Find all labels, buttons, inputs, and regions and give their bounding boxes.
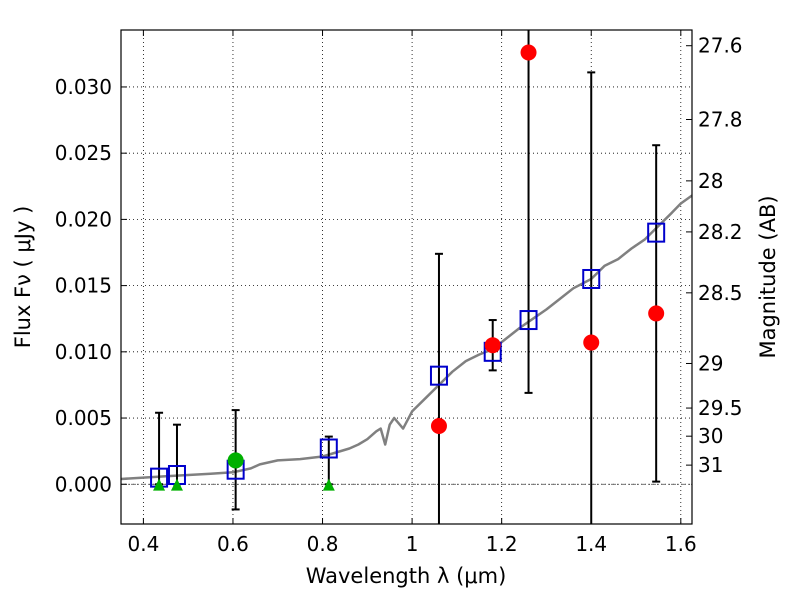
optical-detection-point [227,452,244,469]
y-tick-label: 0.025 [55,141,112,165]
markers-layer [150,44,666,491]
y-tick-label: 0.005 [55,406,112,430]
detection-point [583,334,600,351]
model-photometry-square [429,365,448,386]
upper-limit-triangle [170,478,183,491]
detection-point [430,417,447,434]
y2-tick-label: 28 [698,169,723,193]
model-spectrum-layer [121,194,692,481]
x-tick-label: 1 [406,532,419,556]
x-tick-label: 1.6 [665,532,697,556]
y-tick-label: 0.030 [55,75,112,99]
y2-tick-label: 29.5 [698,396,743,420]
y-tick-label: 0.020 [55,207,112,231]
x-tick-label: 1.2 [486,532,518,556]
y2-tick-label: 27.6 [698,34,743,58]
model-photometry-square [319,438,338,459]
y-tick-label: 0.010 [55,340,112,364]
detection-point [484,337,501,354]
upper-limit-triangle [153,478,166,491]
y-axis-label: Flux Fν ( μJy ) [11,206,35,349]
y2-tick-label: 30 [698,424,723,448]
y-tick-label: 0.015 [55,274,112,298]
x-tick-label: 0.6 [217,532,249,556]
y2-tick-label: 27.8 [698,107,743,131]
y2-tick-label: 31 [698,453,723,477]
detection-point [648,305,665,322]
ticks-layer: 0.4 0.6 0.8 1 1.2 1.4 1.6 0.000 0.005 0.010 0.015 0… [55,30,743,556]
x-tick-label: 1.4 [575,532,607,556]
y2-tick-label: 28.2 [698,220,743,244]
model-photometry-square [647,222,666,243]
grid [121,30,692,524]
detection-point [520,44,537,61]
model-photometry-square [582,268,601,289]
x-axis-label: Wavelength λ (μm) [306,564,507,588]
x-tick-label: 0.4 [127,532,159,556]
y-tick-label: 0.000 [55,472,112,496]
model-spectrum-line [121,194,692,481]
y2-axis-label: Magnitude (AB) [756,195,780,358]
model-photometry-square [519,310,538,331]
y2-tick-label: 29 [698,351,723,375]
y2-tick-label: 28.5 [698,281,743,305]
upper-limit-triangle [322,478,335,491]
plot-frame [120,29,693,525]
x-tick-label: 0.8 [307,532,339,556]
